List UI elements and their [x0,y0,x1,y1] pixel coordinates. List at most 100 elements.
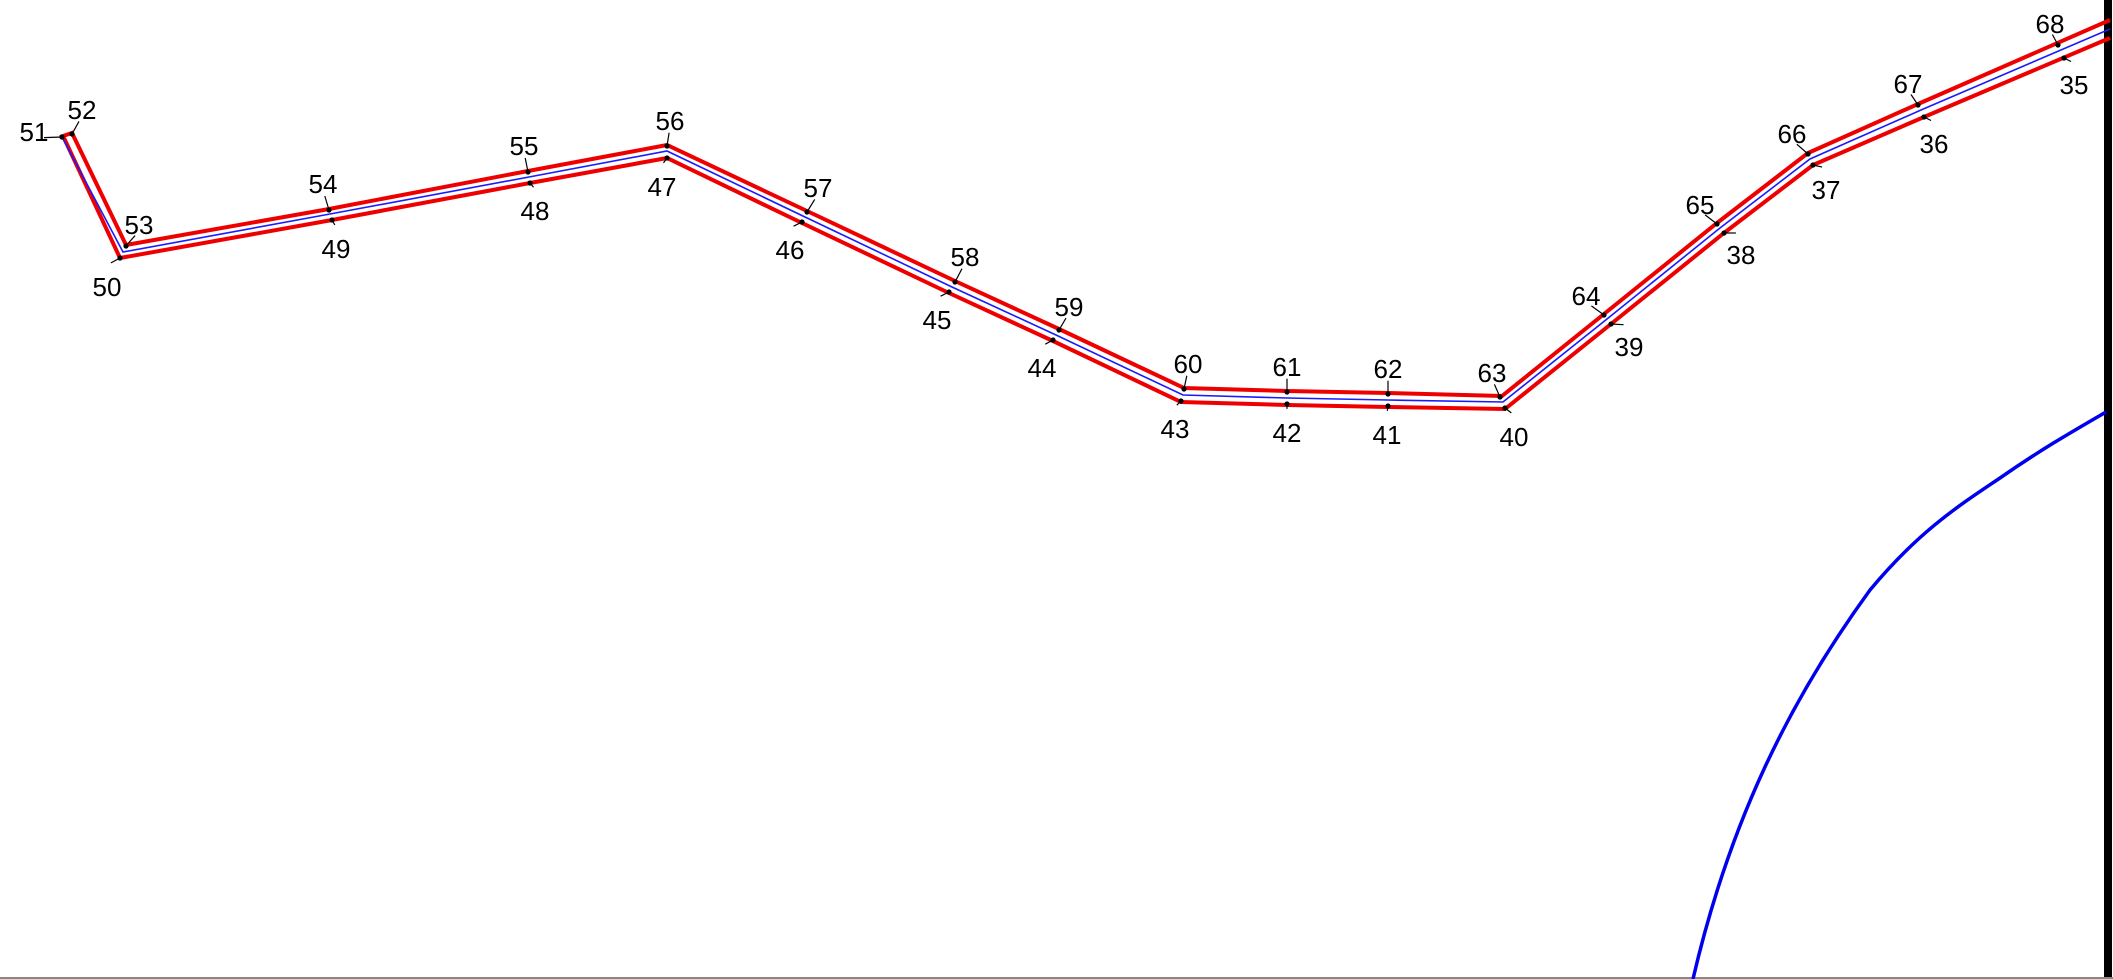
vertex-dot [1056,327,1062,333]
survey-point-63: 63 [1478,358,1506,400]
vertex-dot [1385,391,1391,397]
point-label: 58 [951,242,980,272]
point-label: 39 [1615,332,1644,362]
survey-point-51: 51 [20,117,65,147]
vertex-dot [1178,398,1184,404]
survey-point-61: 61 [1273,352,1301,395]
survey-points: 51 52 53 54 55 56 57 58 59 60 61 62 63 64 65 66 67 68 50 49… [20,9,2089,452]
point-label: 51 [20,117,49,147]
survey-point-56: 56 [656,106,685,149]
point-label: 60 [1174,349,1203,379]
point-label: 41 [1373,420,1402,450]
survey-point-41: 41 [1373,403,1402,450]
vertex-dot [117,255,123,261]
point-label: 43 [1161,414,1190,444]
survey-point-40: 40 [1500,405,1529,452]
survey-point-67: 67 [1894,69,1923,108]
point-label: 59 [1055,292,1084,322]
upper-boundary-line [59,18,2111,399]
vertex-dot [1502,405,1508,411]
vertex-dot [664,155,670,161]
vertex-dot [1284,401,1290,407]
point-label: 46 [776,235,805,265]
survey-point-45: 45 [923,289,952,335]
survey-point-57: 57 [804,173,833,215]
point-label: 67 [1894,69,1923,99]
point-label: 37 [1812,175,1841,205]
vertex-dot [525,169,531,175]
survey-point-55: 55 [510,131,539,175]
vertex-dot [664,143,670,149]
point-label: 45 [923,305,952,335]
point-label: 64 [1572,281,1601,311]
vertex-dot [1181,386,1187,392]
point-label: 65 [1686,190,1715,220]
vertex-dot [1921,114,1927,120]
vertex-dot [1608,321,1614,327]
vertex-dot [1050,337,1056,343]
vertex-dot [952,279,958,285]
survey-point-68: 68 [2036,9,2065,48]
blue-boundary-curve [1691,410,2107,979]
vertex-dot [1805,151,1811,157]
vertex-dot [946,289,952,295]
vertex-dot [1714,221,1720,227]
survey-point-36: 36 [1920,114,1949,159]
survey-point-62: 62 [1374,354,1403,397]
lower-boundary-line [62,36,2111,412]
vertex-dot [69,131,75,137]
centerline [61,28,2111,403]
point-label: 38 [1727,240,1756,270]
vertex-dot [2061,55,2067,61]
point-label: 44 [1028,353,1057,383]
survey-point-48: 48 [521,180,549,226]
survey-point-59: 59 [1055,292,1084,333]
point-label: 36 [1920,129,1949,159]
point-label: 53 [125,210,154,240]
vertex-dot [799,219,805,225]
point-label: 52 [68,95,97,125]
vertex-dot [1915,102,1921,108]
vertex-dot [326,207,332,213]
vertex-dot [123,243,129,249]
vertex-dot [59,134,65,140]
survey-point-66: 66 [1778,119,1811,157]
vertex-dot [1284,389,1290,395]
point-label: 40 [1500,422,1529,452]
leader-line [43,136,63,139]
vertex-dot [1497,394,1503,400]
survey-point-52: 52 [68,95,97,137]
survey-point-39: 39 [1608,321,1643,362]
survey-point-53: 53 [123,210,153,249]
point-label: 62 [1374,354,1403,384]
vertex-dot [329,217,335,223]
survey-point-38: 38 [1721,230,1755,270]
vertex-dot [1601,312,1607,318]
survey-point-47: 47 [648,155,676,202]
survey-point-60: 60 [1174,349,1203,392]
vertex-dot [2055,42,2061,48]
survey-point-37: 37 [1810,162,1840,205]
survey-point-44: 44 [1028,337,1057,383]
vertex-dot [527,180,533,186]
point-label: 66 [1778,119,1807,149]
point-label: 57 [804,173,833,203]
road-strip [59,18,2111,412]
survey-point-42: 42 [1273,401,1302,448]
vertex-dot [1721,230,1727,236]
point-label: 49 [322,234,351,264]
vertex-dot [1810,162,1816,168]
point-label: 68 [2036,9,2065,39]
survey-point-35: 35 [2060,55,2089,100]
survey-point-58: 58 [951,242,980,285]
point-label: 54 [309,169,338,199]
vertex-dot [1385,403,1391,409]
survey-point-46: 46 [776,219,805,265]
point-label: 35 [2060,70,2089,100]
point-label: 55 [510,131,539,161]
survey-point-64: 64 [1572,281,1607,318]
survey-point-50: 50 [93,255,123,302]
point-label: 56 [656,106,685,136]
survey-point-43: 43 [1161,398,1190,444]
point-label: 42 [1273,418,1302,448]
